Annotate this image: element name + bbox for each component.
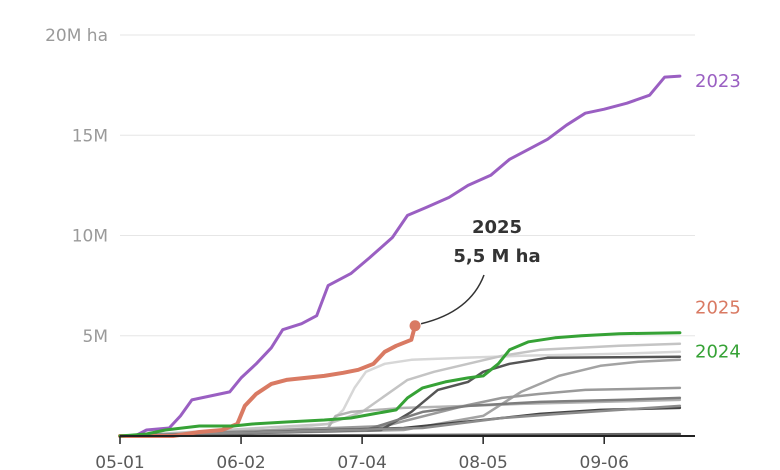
annotation-leader-line: [420, 274, 485, 325]
x-tick-label: 05-01: [95, 453, 144, 470]
series-line-2025: [118, 323, 418, 438]
annotation-2025: 2025 5,5 M ha: [409, 217, 541, 332]
series-line-past-year: [118, 404, 682, 438]
x-axis-ticks: 05-01 06-02 07-04 08-05 09-06: [95, 436, 629, 470]
y-axis-ticks: 5M 10M 15M 20M ha: [45, 26, 108, 347]
y-tick-label: 10M: [72, 227, 108, 247]
series-lines: [118, 74, 682, 438]
annotation-value: 5,5 M ha: [453, 246, 540, 267]
y-tick-label: 20M ha: [45, 26, 108, 46]
annotation-point-2025: [409, 320, 421, 332]
x-tick-label: 08-05: [458, 453, 507, 470]
x-tick-label: 07-04: [337, 453, 386, 470]
series-label-2025: 2025: [695, 298, 741, 319]
series-line-2023: [118, 74, 682, 438]
series-line-2024: [118, 331, 682, 438]
series-line-past-year: [118, 386, 682, 438]
x-tick-label: 06-02: [216, 453, 265, 470]
y-tick-label: 15M: [72, 126, 108, 146]
series-line-past-year: [118, 355, 682, 438]
series-label-2023: 2023: [695, 71, 741, 92]
series-label-2024: 2024: [695, 342, 741, 363]
x-tick-label: 09-06: [580, 453, 629, 470]
annotation-year: 2025: [472, 217, 522, 238]
y-tick-label: 5M: [83, 327, 108, 347]
series-end-labels: 2023 2025 2024: [695, 71, 741, 363]
gridlines: [120, 34, 695, 337]
